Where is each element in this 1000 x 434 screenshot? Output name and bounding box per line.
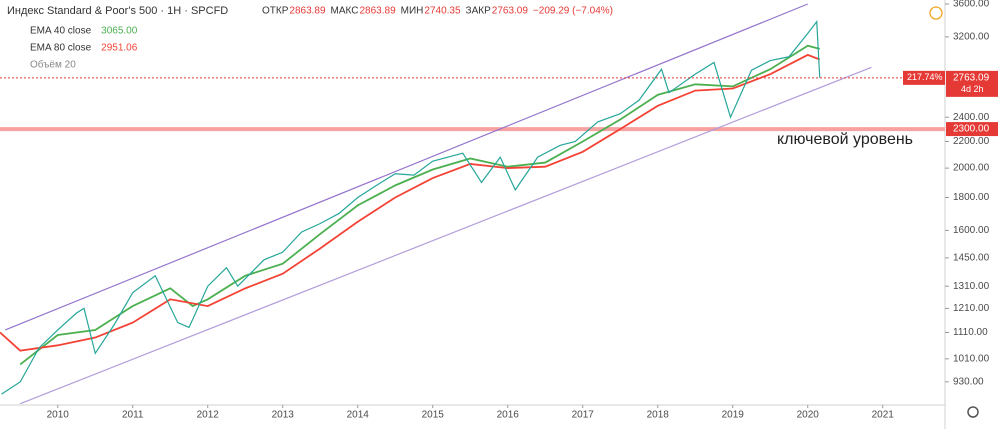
y-tick-label: 1210.00 — [953, 303, 990, 314]
volume-label: Объём 20 — [30, 59, 76, 71]
y-tick-label: 1600.00 — [953, 225, 990, 236]
annotation: ключевой уровень — [777, 131, 913, 148]
y-tick-label: 1800.00 — [953, 192, 990, 203]
x-tick-label: 2020 — [797, 410, 820, 421]
last-price: 2763.09 — [953, 73, 990, 84]
ohlc-value: 2863.89 — [359, 6, 396, 17]
channel-line — [20, 66, 872, 405]
y-tick-label: 1110.00 — [953, 327, 988, 338]
x-tick-label: 2015 — [422, 410, 445, 421]
level-label-bg — [946, 122, 998, 137]
chart-title: Индекс Standard & Poor's 500 · 1H · SPCF… — [7, 5, 228, 17]
x-tick-label: 2021 — [872, 410, 895, 421]
ohlc-label: ОТКР — [262, 6, 289, 17]
price-line — [1, 19, 821, 395]
change: −209.29 (−7.04%) — [533, 6, 613, 17]
settings-icon[interactable] — [967, 406, 979, 418]
y-tick-label: 1450.00 — [953, 253, 990, 264]
ohlc-label: МАКС — [331, 6, 359, 17]
price-axis-bg — [945, 0, 1000, 429]
alert-icon[interactable] — [929, 6, 943, 20]
y-tick-label: 1010.00 — [953, 353, 990, 364]
last-change: 217.74% — [907, 72, 943, 82]
y-tick-label: 3600.00 — [953, 0, 990, 10]
ohlc-value: 2740.35 — [424, 6, 461, 17]
y-tick-label: 2200.00 — [953, 136, 990, 147]
x-tick-label: 2014 — [347, 410, 370, 421]
legend-entry: EMA 40 close — [30, 26, 92, 37]
ohlc-value: 2763.09 — [492, 6, 529, 17]
x-tick-label: 2013 — [272, 410, 295, 421]
countdown: 4d 2h — [961, 84, 984, 94]
change-bg — [903, 70, 945, 85]
x-tick-label: 2017 — [572, 410, 595, 421]
ohlc-value: 2863.89 — [289, 6, 326, 17]
legend-value: 2951.06 — [101, 43, 138, 54]
x-tick-label: 2012 — [197, 410, 220, 421]
level-label: 2300.00 — [953, 124, 990, 135]
y-tick-label: 930.00 — [953, 376, 984, 387]
x-tick-label: 2018 — [647, 410, 670, 421]
legend-entry: EMA 80 close — [30, 43, 92, 54]
x-tick-label: 2011 — [122, 410, 144, 421]
ema-line — [0, 53, 821, 352]
x-tick-label: 2016 — [497, 410, 520, 421]
channel-line — [5, 3, 808, 331]
price-bg — [946, 70, 998, 97]
y-tick-label: 1310.00 — [953, 281, 990, 292]
ema-line — [19, 44, 820, 366]
y-tick-label: 3200.00 — [953, 32, 990, 43]
legend-value: 3065.00 — [101, 26, 138, 37]
y-tick-label: 2400.00 — [953, 112, 990, 123]
x-tick-label: 2010 — [47, 410, 70, 421]
ohlc-label: МИН — [401, 6, 424, 17]
y-tick-label: 2000.00 — [953, 163, 990, 174]
ohlc-label: ЗАКР — [466, 6, 492, 17]
x-tick-label: 2019 — [722, 410, 745, 421]
